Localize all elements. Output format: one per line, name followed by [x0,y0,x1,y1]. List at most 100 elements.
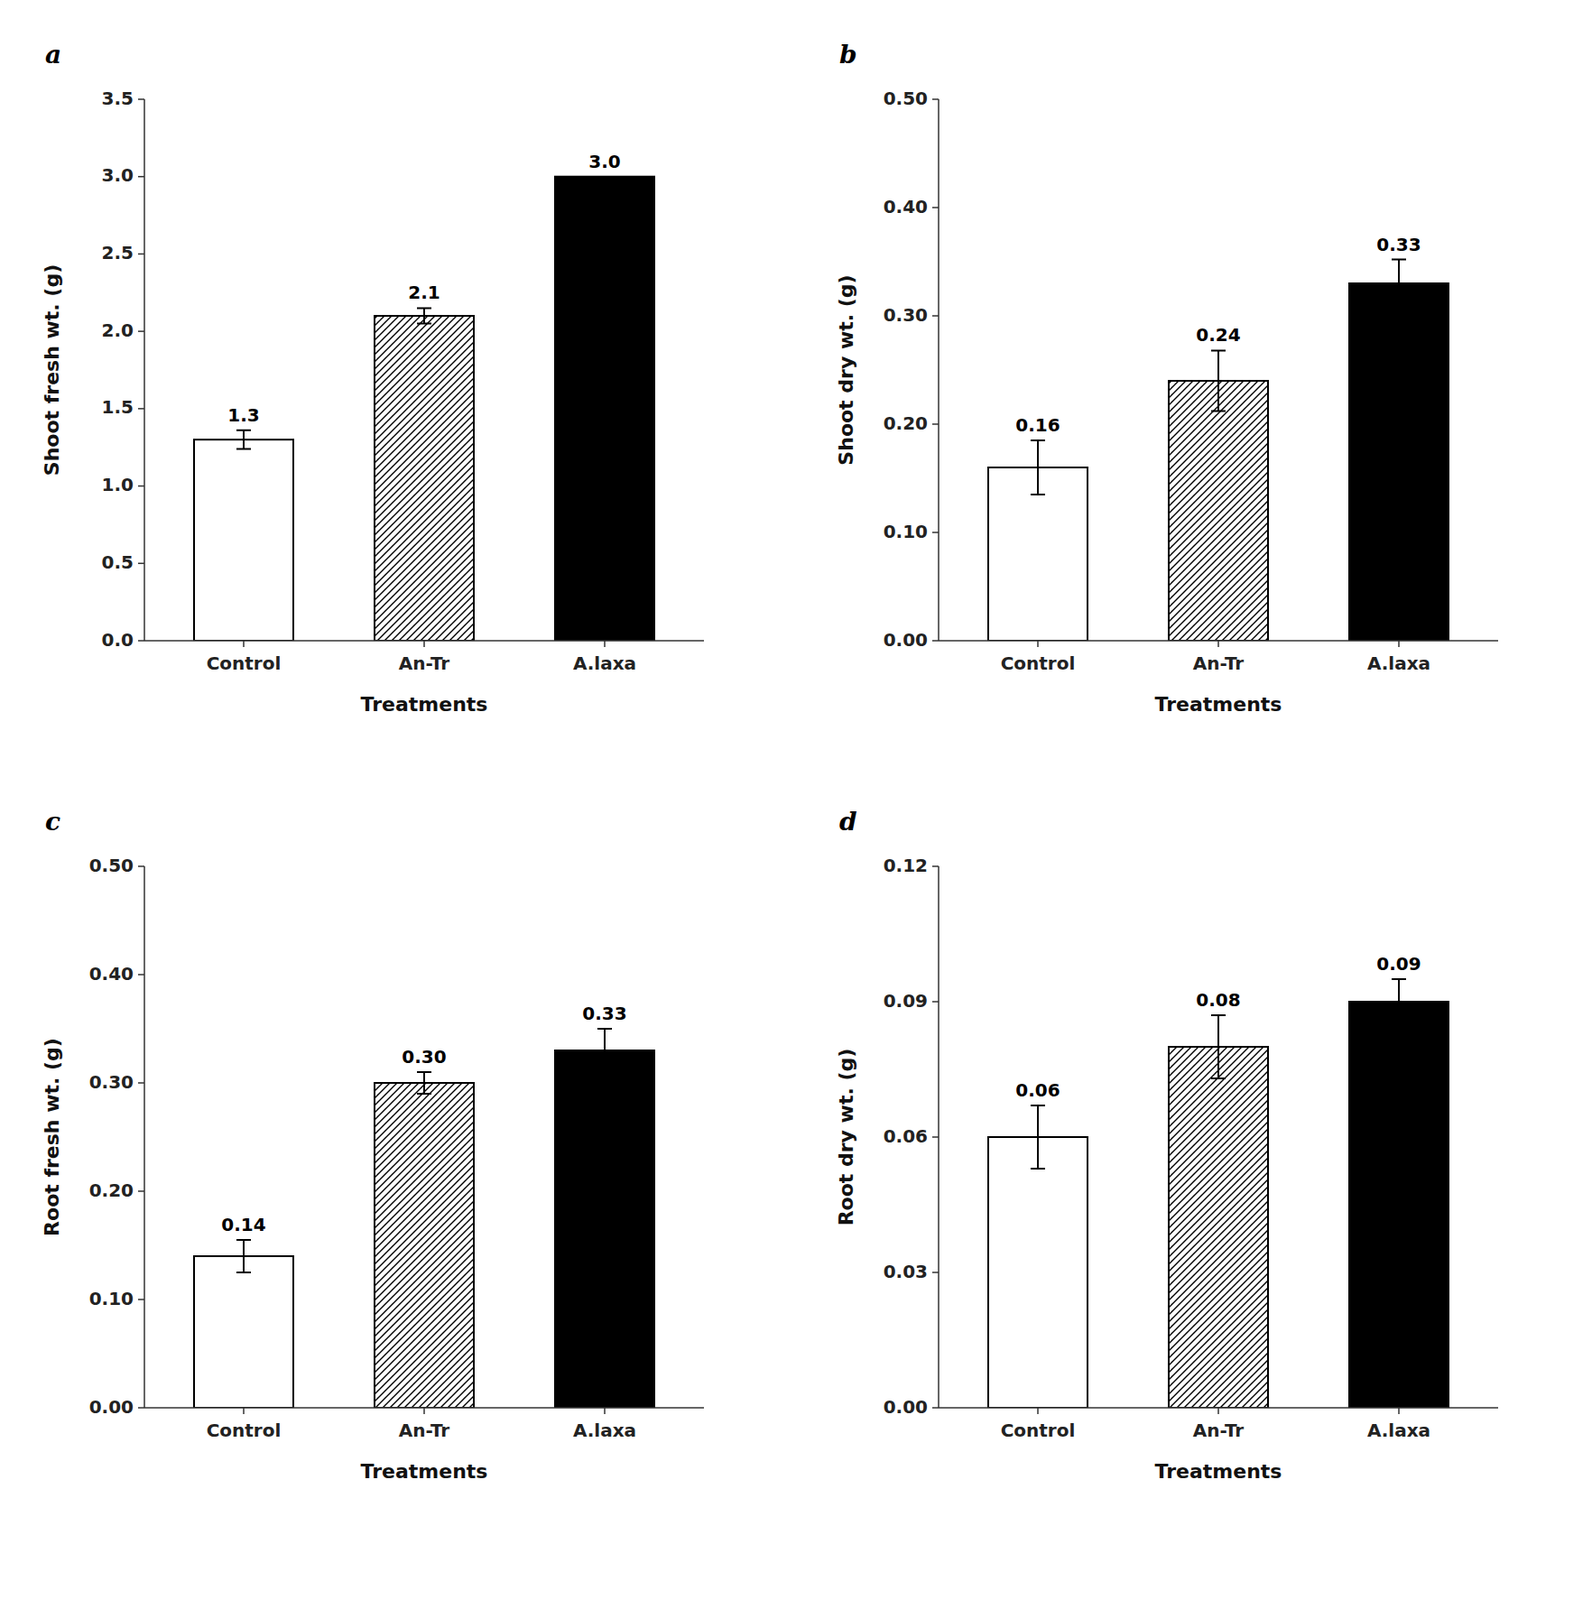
x-tick-label: Control [1000,652,1076,675]
panel-label: a [45,39,62,70]
y-tick [932,423,939,426]
y-axis-label: Root fresh wt. (g) [40,1037,64,1237]
bar [555,176,655,641]
bar [1349,283,1449,641]
y-tick-label: 0.12 [883,854,928,877]
x-axis: ControlAn-TrA.laxa [1000,1407,1431,1442]
y-tick [138,330,145,333]
error-bar [1211,350,1226,411]
x-tick [1397,640,1400,648]
y-tick-label: 0.10 [89,1287,134,1310]
y-axis-label: Root dry wt. (g) [834,1048,858,1227]
x-tick [1036,1407,1039,1415]
x-tick [603,640,606,648]
x-tick-label: Control [206,1419,282,1442]
y-tick [932,1271,939,1274]
y-axis: 0.00 0.10 0.20 0.30 0.40 0.50 [89,854,145,1418]
y-tick-label: 2.0 [101,319,134,342]
y-tick-label: 0.30 [89,1071,134,1093]
bar [374,1082,474,1408]
background [0,0,1592,1600]
data-labels: 0.160.240.33 [1015,233,1421,436]
bar [1168,1046,1269,1408]
y-tick-label: 0.00 [89,1396,134,1418]
y-tick-label: 0.5 [101,551,134,574]
y-tick [138,563,145,565]
y-tick-label: 0.03 [883,1260,928,1283]
error-bars [236,1028,612,1273]
bars [194,1050,655,1408]
y-tick-label: 0.50 [89,854,134,877]
error-bar [236,1240,251,1273]
y-tick-label: 3.0 [101,164,134,186]
error-bars [1030,979,1407,1169]
y-tick-label: 0.40 [89,962,134,985]
y-tick-label: 1.0 [101,473,134,496]
error-bar [597,1028,612,1073]
x-tick-label: Control [1000,1419,1076,1442]
error-bars [1030,259,1407,495]
x-tick-label: A.laxa [1367,1419,1431,1442]
y-tick-label: 0.00 [883,629,928,651]
x-axis-label: Treatments [1155,1460,1283,1483]
y-axis-line [143,866,146,1408]
data-label: 0.33 [1376,233,1421,256]
data-label: 0.08 [1195,989,1241,1011]
y-axis-line [143,99,146,641]
y-tick [932,1000,939,1003]
panel-label: d [839,806,858,837]
bars [988,283,1449,641]
y-tick-label: 0.20 [883,412,928,435]
panel-label: b [839,39,858,70]
x-tick-label: An-Tr [1193,652,1245,675]
error-bar [236,430,251,450]
x-tick [1217,1407,1220,1415]
bar [988,1137,1088,1408]
y-tick [932,314,939,317]
bars [988,1001,1449,1408]
y-tick [932,98,939,101]
error-bar [416,307,432,324]
x-tick [423,640,426,648]
x-axis: ControlAn-TrA.laxa [206,1407,637,1442]
y-tick-label: 0.30 [883,304,928,326]
y-tick-label: 2.5 [101,241,134,264]
y-tick [138,1190,145,1193]
y-tick [138,1298,145,1301]
data-labels: 0.140.300.33 [221,1002,627,1236]
bar [194,1256,294,1408]
data-label: 3.0 [588,150,621,173]
bars [194,176,655,641]
y-axis: 0.000.100.200.300.400.50 [883,87,939,651]
data-label: 0.06 [1015,1079,1060,1102]
y-tick-label: 0.00 [883,1396,928,1418]
x-tick-label: Control [206,652,282,675]
y-tick [932,206,939,209]
y-axis-line [937,866,940,1408]
x-axis-label: Treatments [360,693,489,716]
y-tick-label: 1.5 [101,396,134,418]
error-bar [1391,259,1407,308]
data-label: 0.33 [582,1002,627,1025]
y-axis-label: Shoot dry wt. (g) [834,274,858,465]
x-tick [603,1407,606,1415]
y-tick [138,1406,145,1409]
x-axis: ControlAn-TrA.laxa [1000,640,1431,675]
y-tick [932,865,939,868]
y-axis-line [937,99,940,641]
y-axis: 0.00.51.01.52.02.53.03.5 [101,87,145,651]
bar [194,439,294,641]
y-tick [138,639,145,642]
x-axis-label: Treatments [1155,693,1283,716]
y-tick [138,865,145,868]
y-tick [932,639,939,642]
figure: 0.00.51.01.52.02.53.03.51.32.13.0Control… [0,0,1592,1600]
x-axis-label: Treatments [360,1460,489,1483]
panel: 0.000.030.060.090.120.060.080.09ControlA… [834,806,1499,1483]
y-tick-label: 0.20 [89,1179,134,1202]
y-tick [138,253,145,256]
data-label: 2.1 [407,281,440,304]
panel: 0.000.100.200.300.400.500.160.240.33Cont… [834,39,1499,716]
x-tick [1397,1407,1400,1415]
data-labels: 0.060.080.09 [1015,953,1421,1102]
